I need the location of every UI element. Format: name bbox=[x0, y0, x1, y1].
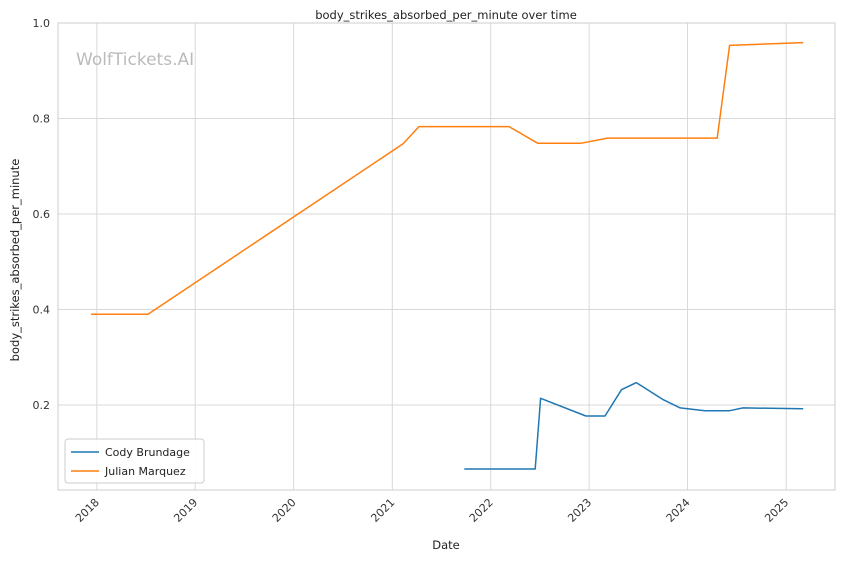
legend-label-julian-marquez: Julian Marquez bbox=[104, 465, 186, 478]
x-tick-label: 2023 bbox=[565, 496, 594, 525]
y-axis-label: body_strikes_absorbed_per_minute bbox=[8, 159, 22, 362]
watermark-text: WolfTickets.AI bbox=[76, 50, 194, 70]
legend: Cody Brundage Julian Marquez bbox=[64, 438, 205, 484]
chart-title: body_strikes_absorbed_per_minute over ti… bbox=[315, 8, 577, 22]
legend-items: Cody Brundage Julian Marquez bbox=[71, 446, 190, 478]
y-tick-label: 1.0 bbox=[33, 17, 51, 30]
series-line-cody-brundage bbox=[464, 381, 804, 470]
series-line-julian-marquez bbox=[90, 41, 804, 316]
x-tick-label: 2021 bbox=[368, 496, 397, 525]
legend-label-cody-brundage: Cody Brundage bbox=[105, 446, 190, 459]
series-layer bbox=[90, 41, 804, 470]
x-tick-label: 2024 bbox=[664, 496, 693, 525]
plot-frame bbox=[57, 22, 836, 491]
x-tick-label: 2018 bbox=[73, 496, 102, 525]
x-tick-label: 2022 bbox=[467, 496, 496, 525]
y-tick-label: 0.4 bbox=[33, 304, 51, 317]
x-axis-label: Date bbox=[432, 538, 460, 552]
y-tick-label: 0.8 bbox=[33, 113, 51, 126]
y-tick-label: 0.6 bbox=[33, 208, 51, 221]
x-tick-label: 2025 bbox=[762, 496, 791, 525]
y-tick-labels: 0.2 0.4 0.6 0.8 1.0 bbox=[33, 17, 51, 412]
x-tick-labels: 2018 2019 2020 2021 2022 2023 2024 2025 bbox=[73, 496, 791, 525]
x-tick-label: 2019 bbox=[171, 496, 200, 525]
legend-box bbox=[64, 438, 205, 484]
plot-background bbox=[58, 23, 835, 490]
x-tick-label: 2020 bbox=[270, 496, 299, 525]
y-tick-label: 0.2 bbox=[33, 399, 51, 412]
